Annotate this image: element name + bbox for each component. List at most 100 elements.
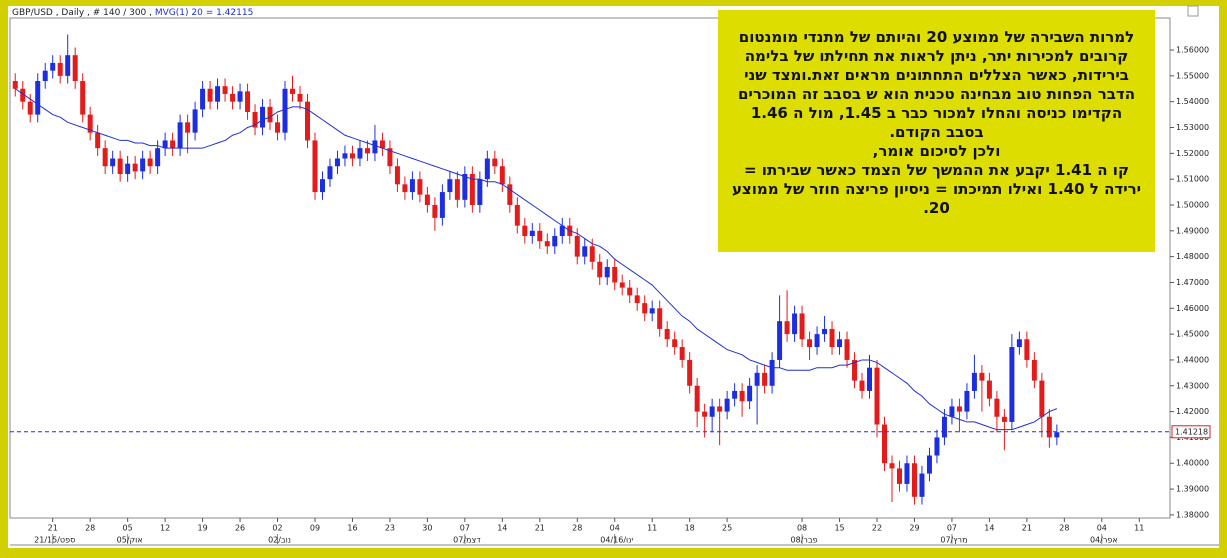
candle-body: [439, 192, 445, 218]
candle-body: [844, 339, 850, 360]
candle-body: [87, 114, 93, 133]
y-tick-label: 1.54000: [1176, 97, 1209, 106]
candle-body: [140, 158, 146, 172]
month-label: 05/אוק: [117, 536, 143, 545]
candle-body: [896, 468, 902, 484]
candle-body: [379, 140, 385, 149]
candle-body: [739, 390, 745, 402]
candle-body: [12, 81, 18, 89]
candle-body: [911, 463, 917, 497]
candle-body: [267, 106, 273, 123]
candle-body: [282, 88, 288, 133]
x-tick-label: 22: [872, 524, 882, 533]
candle-body: [687, 359, 693, 386]
candle-body: [72, 55, 78, 82]
y-tick-label: 1.39000: [1176, 485, 1209, 494]
window-icon: [1187, 5, 1199, 17]
candle-body: [230, 93, 236, 102]
candle-body: [275, 122, 281, 133]
annotation-line: בירידות, כאשר הצללים התחתונים מראים זאת.…: [744, 66, 1129, 84]
candle-body: [117, 158, 123, 174]
candle-body: [432, 204, 438, 218]
candle-body: [612, 266, 618, 283]
candle-body: [110, 158, 116, 167]
candle-body: [859, 380, 865, 391]
y-tick-label: 1.46000: [1176, 304, 1209, 313]
candle-body: [971, 372, 977, 391]
candle-body: [747, 385, 753, 402]
candle-body: [934, 437, 940, 456]
candle-body: [799, 313, 805, 340]
candle-body: [297, 93, 303, 102]
candle-body: [462, 173, 468, 200]
candle-body: [529, 230, 535, 236]
month-label: 07/דצמ: [453, 536, 481, 545]
annotation-line: קו ה 1.41 יקבע את ההמשך של הצמד כאשר שבי…: [744, 161, 1129, 179]
x-tick-label: 21: [1022, 524, 1032, 533]
x-tick-label: 08: [797, 524, 807, 533]
y-tick-label: 1.53000: [1176, 123, 1209, 132]
candle-body: [822, 328, 828, 335]
candle-body: [582, 246, 588, 257]
x-tick-label: 26: [235, 524, 245, 533]
candle-body: [507, 184, 513, 205]
candle-body: [522, 225, 528, 236]
candle-body: [807, 339, 813, 348]
annotation-line: ירידה ל 1.40 ואילו תמיכתו = ניסיון פריצה…: [731, 180, 1142, 198]
header: GBP/USD , Daily , # 140 / 300 , MVG(1) 2…: [12, 8, 253, 18]
candle-body: [132, 163, 138, 172]
x-tick-label: 18: [685, 524, 695, 533]
candle-body: [852, 359, 858, 381]
candle-body: [304, 101, 310, 141]
candle-body: [589, 246, 595, 262]
candle-body: [394, 166, 400, 185]
candle-body: [469, 173, 475, 205]
y-tick-label: 1.52000: [1176, 149, 1209, 158]
candle-body: [409, 179, 415, 193]
candle-body: [192, 109, 198, 133]
month-label: 02/נוב: [268, 536, 291, 545]
candle-body: [627, 287, 633, 296]
candle-body: [1001, 416, 1007, 422]
x-tick-label: 21: [48, 524, 58, 533]
candle-body: [919, 473, 925, 497]
month-label: 07/מרץ: [940, 536, 967, 545]
candle-body: [762, 372, 768, 386]
candle-body: [357, 148, 363, 159]
candle-body: [492, 158, 498, 167]
candle-body: [784, 321, 790, 335]
candle-body: [237, 91, 243, 102]
candle-body: [20, 88, 26, 102]
candle-body: [477, 179, 483, 205]
candle-body: [642, 303, 648, 314]
candle-body: [867, 367, 873, 391]
x-tick-label: 21: [535, 524, 545, 533]
candle-body: [754, 372, 760, 386]
candle-body: [979, 372, 985, 381]
x-tick-label: 25: [722, 524, 732, 533]
x-tick-label: 11: [647, 524, 657, 533]
candle-body: [252, 112, 258, 128]
x-tick-label: 14: [984, 524, 994, 533]
annotation-line: קרובים למכירות יתר, ניתן לראות את תחילתו…: [744, 47, 1129, 65]
y-tick-label: 1.48000: [1176, 252, 1209, 261]
candle-body: [709, 406, 715, 417]
candle-body: [245, 91, 251, 113]
candle-body: [1054, 432, 1060, 438]
x-tick-label: 28: [85, 524, 95, 533]
candle-body: [889, 463, 895, 469]
candle-body: [65, 55, 71, 76]
plot-frame: [9, 17, 1171, 519]
y-tick-label: 1.45000: [1176, 330, 1209, 339]
candle-body: [537, 230, 543, 242]
annotation-box: למרות השבירה של ממוצע 20 והיותם של מתנדי…: [718, 10, 1155, 252]
candle-body: [80, 81, 86, 115]
candle-body: [342, 153, 348, 159]
y-tick-label: 1.47000: [1176, 278, 1209, 287]
candle-body: [956, 406, 962, 412]
candle-body: [42, 70, 48, 82]
annotation-line: 20.: [923, 199, 950, 217]
y-tick-label: 1.43000: [1176, 381, 1209, 390]
candle-body: [1031, 359, 1037, 381]
candle-body: [447, 179, 453, 193]
